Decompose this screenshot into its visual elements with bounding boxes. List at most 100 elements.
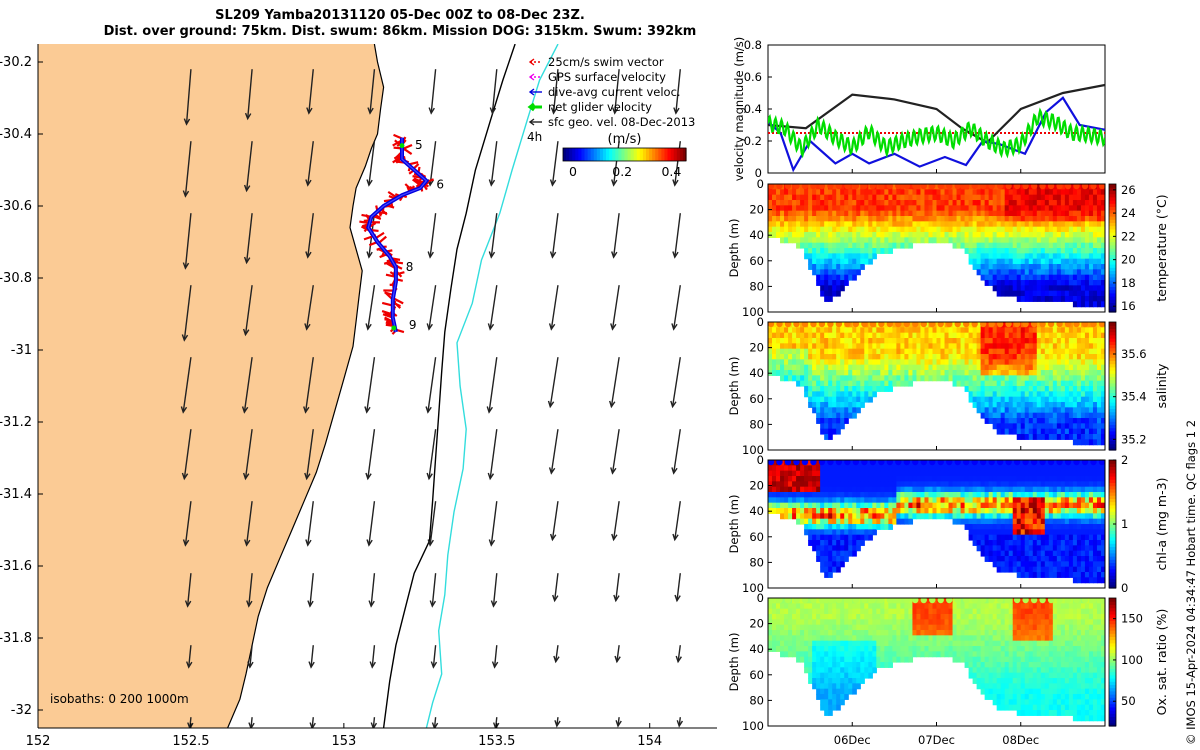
- depth-axis-label: Depth (m): [727, 357, 741, 416]
- section-data-cell: [1016, 513, 1022, 520]
- section-data-cell: [940, 232, 946, 238]
- section-data-cell: [880, 210, 885, 217]
- section-data-cell: [976, 216, 982, 222]
- section-data-cell: [1092, 348, 1098, 355]
- colorbar-cell: [1109, 299, 1116, 303]
- section-data-cell: [844, 221, 849, 228]
- section-data-cell: [908, 502, 914, 509]
- section-data-cell: [852, 486, 857, 493]
- section-data-cell: [1044, 370, 1050, 376]
- section-data-cell: [1068, 407, 1074, 414]
- section-data-cell: [808, 502, 813, 509]
- section-data-cell: [1060, 274, 1066, 281]
- section-data-cell: [860, 380, 865, 387]
- section-data-cell: [984, 280, 990, 286]
- section-data-cell: [1068, 232, 1074, 238]
- section-data-cell: [836, 380, 841, 387]
- section-data-cell: [900, 518, 906, 525]
- section-data-cell: [1068, 348, 1074, 355]
- surface-sample-dot: [776, 184, 783, 190]
- section-data-cell: [1040, 497, 1046, 504]
- section-data-cell: [1096, 205, 1102, 212]
- section-data-cell: [856, 524, 861, 530]
- map-y-tick-label: -32: [11, 703, 32, 718]
- section-data-cell: [932, 216, 938, 222]
- section-data-cell: [856, 529, 861, 536]
- section-data-cell: [788, 332, 793, 339]
- section-data-cell: [924, 189, 930, 196]
- section-data-cell: [848, 354, 853, 360]
- section-data-cell: [960, 343, 966, 350]
- section-data-cell: [948, 200, 954, 206]
- section-data-cell: [1088, 492, 1094, 498]
- section-data-cell: [956, 343, 962, 350]
- section-data-cell: [1068, 221, 1074, 228]
- section-data-cell: [1096, 439, 1102, 446]
- section-data-cell: [904, 513, 910, 520]
- section-data-cell: [960, 327, 966, 334]
- section-data-cell: [1028, 200, 1034, 206]
- section-data-cell: [1004, 428, 1010, 435]
- map-x-tick-label: 152: [26, 734, 51, 749]
- section-data-cell: [932, 332, 938, 339]
- section-data-cell: [844, 348, 849, 355]
- section-data-cell: [852, 264, 857, 270]
- section-data-cell: [772, 194, 777, 201]
- title-line-1: SL209 Yamba20131120 05-Dec 00Z to 08-Dec…: [215, 8, 585, 23]
- section-data-cell: [828, 513, 833, 520]
- section-data-cell: [1032, 572, 1038, 578]
- section-data-cell: [872, 248, 877, 254]
- section-data-cell: [1016, 534, 1022, 541]
- section-data-cell: [956, 348, 962, 355]
- section-data-cell: [924, 486, 930, 493]
- section-data-cell: [1004, 200, 1010, 206]
- section-data-cell: [804, 497, 809, 504]
- section-data-cell: [804, 518, 809, 525]
- section-data-cell: [1096, 402, 1102, 408]
- section-data-cell: [808, 205, 813, 212]
- current-vector-arrow: [612, 69, 620, 115]
- section-data-cell: [1008, 407, 1014, 414]
- section-data-cell: [1008, 285, 1014, 292]
- section-data-cell: [1048, 481, 1054, 488]
- section-data-cell: [808, 497, 813, 504]
- section-data-cell: [820, 396, 825, 403]
- section-data-cell: [1096, 386, 1102, 392]
- section-data-cell: [1020, 194, 1026, 201]
- colorbar-cell: [1109, 267, 1116, 271]
- section-data-cell: [1012, 407, 1018, 414]
- section-data-cell: [1060, 258, 1066, 265]
- section-data-cell: [924, 502, 930, 509]
- section-data-cell: [1020, 556, 1026, 562]
- section-data-cell: [976, 343, 982, 350]
- surface-sample-dot: [1039, 184, 1046, 190]
- current-vector-arrow: [610, 285, 620, 331]
- section-data-cell: [948, 476, 954, 482]
- section-data-cell: [808, 338, 813, 344]
- section-data-cell: [784, 327, 789, 334]
- section-data-cell: [1096, 248, 1102, 254]
- section-data-cell: [820, 237, 825, 244]
- section-data-cell: [992, 370, 998, 376]
- section-data-cell: [820, 216, 825, 222]
- section-data-cell: [1064, 285, 1070, 292]
- depth-tick-label: 40: [749, 228, 764, 242]
- section-data-cell: [800, 502, 805, 509]
- section-data-cell: [1072, 518, 1078, 525]
- section-data-cell: [1056, 296, 1062, 302]
- current-vector-arrow: [429, 573, 437, 608]
- section-data-cell: [1060, 492, 1066, 498]
- section-data-cell: [836, 470, 841, 477]
- section-data-cell: [1052, 322, 1058, 328]
- section-data-cell: [896, 502, 901, 509]
- section-data-cell: [1040, 423, 1046, 430]
- section-data-cell: [1092, 264, 1098, 270]
- section-data-cell: [1064, 572, 1070, 578]
- section-data-cell: [948, 481, 954, 488]
- section-data-cell: [832, 380, 837, 387]
- section-data-cell: [924, 492, 930, 498]
- section-data-cell: [1080, 561, 1086, 568]
- section-data-cell: [904, 476, 910, 482]
- section-data-cell: [852, 524, 857, 530]
- section-data-cell: [1008, 492, 1014, 498]
